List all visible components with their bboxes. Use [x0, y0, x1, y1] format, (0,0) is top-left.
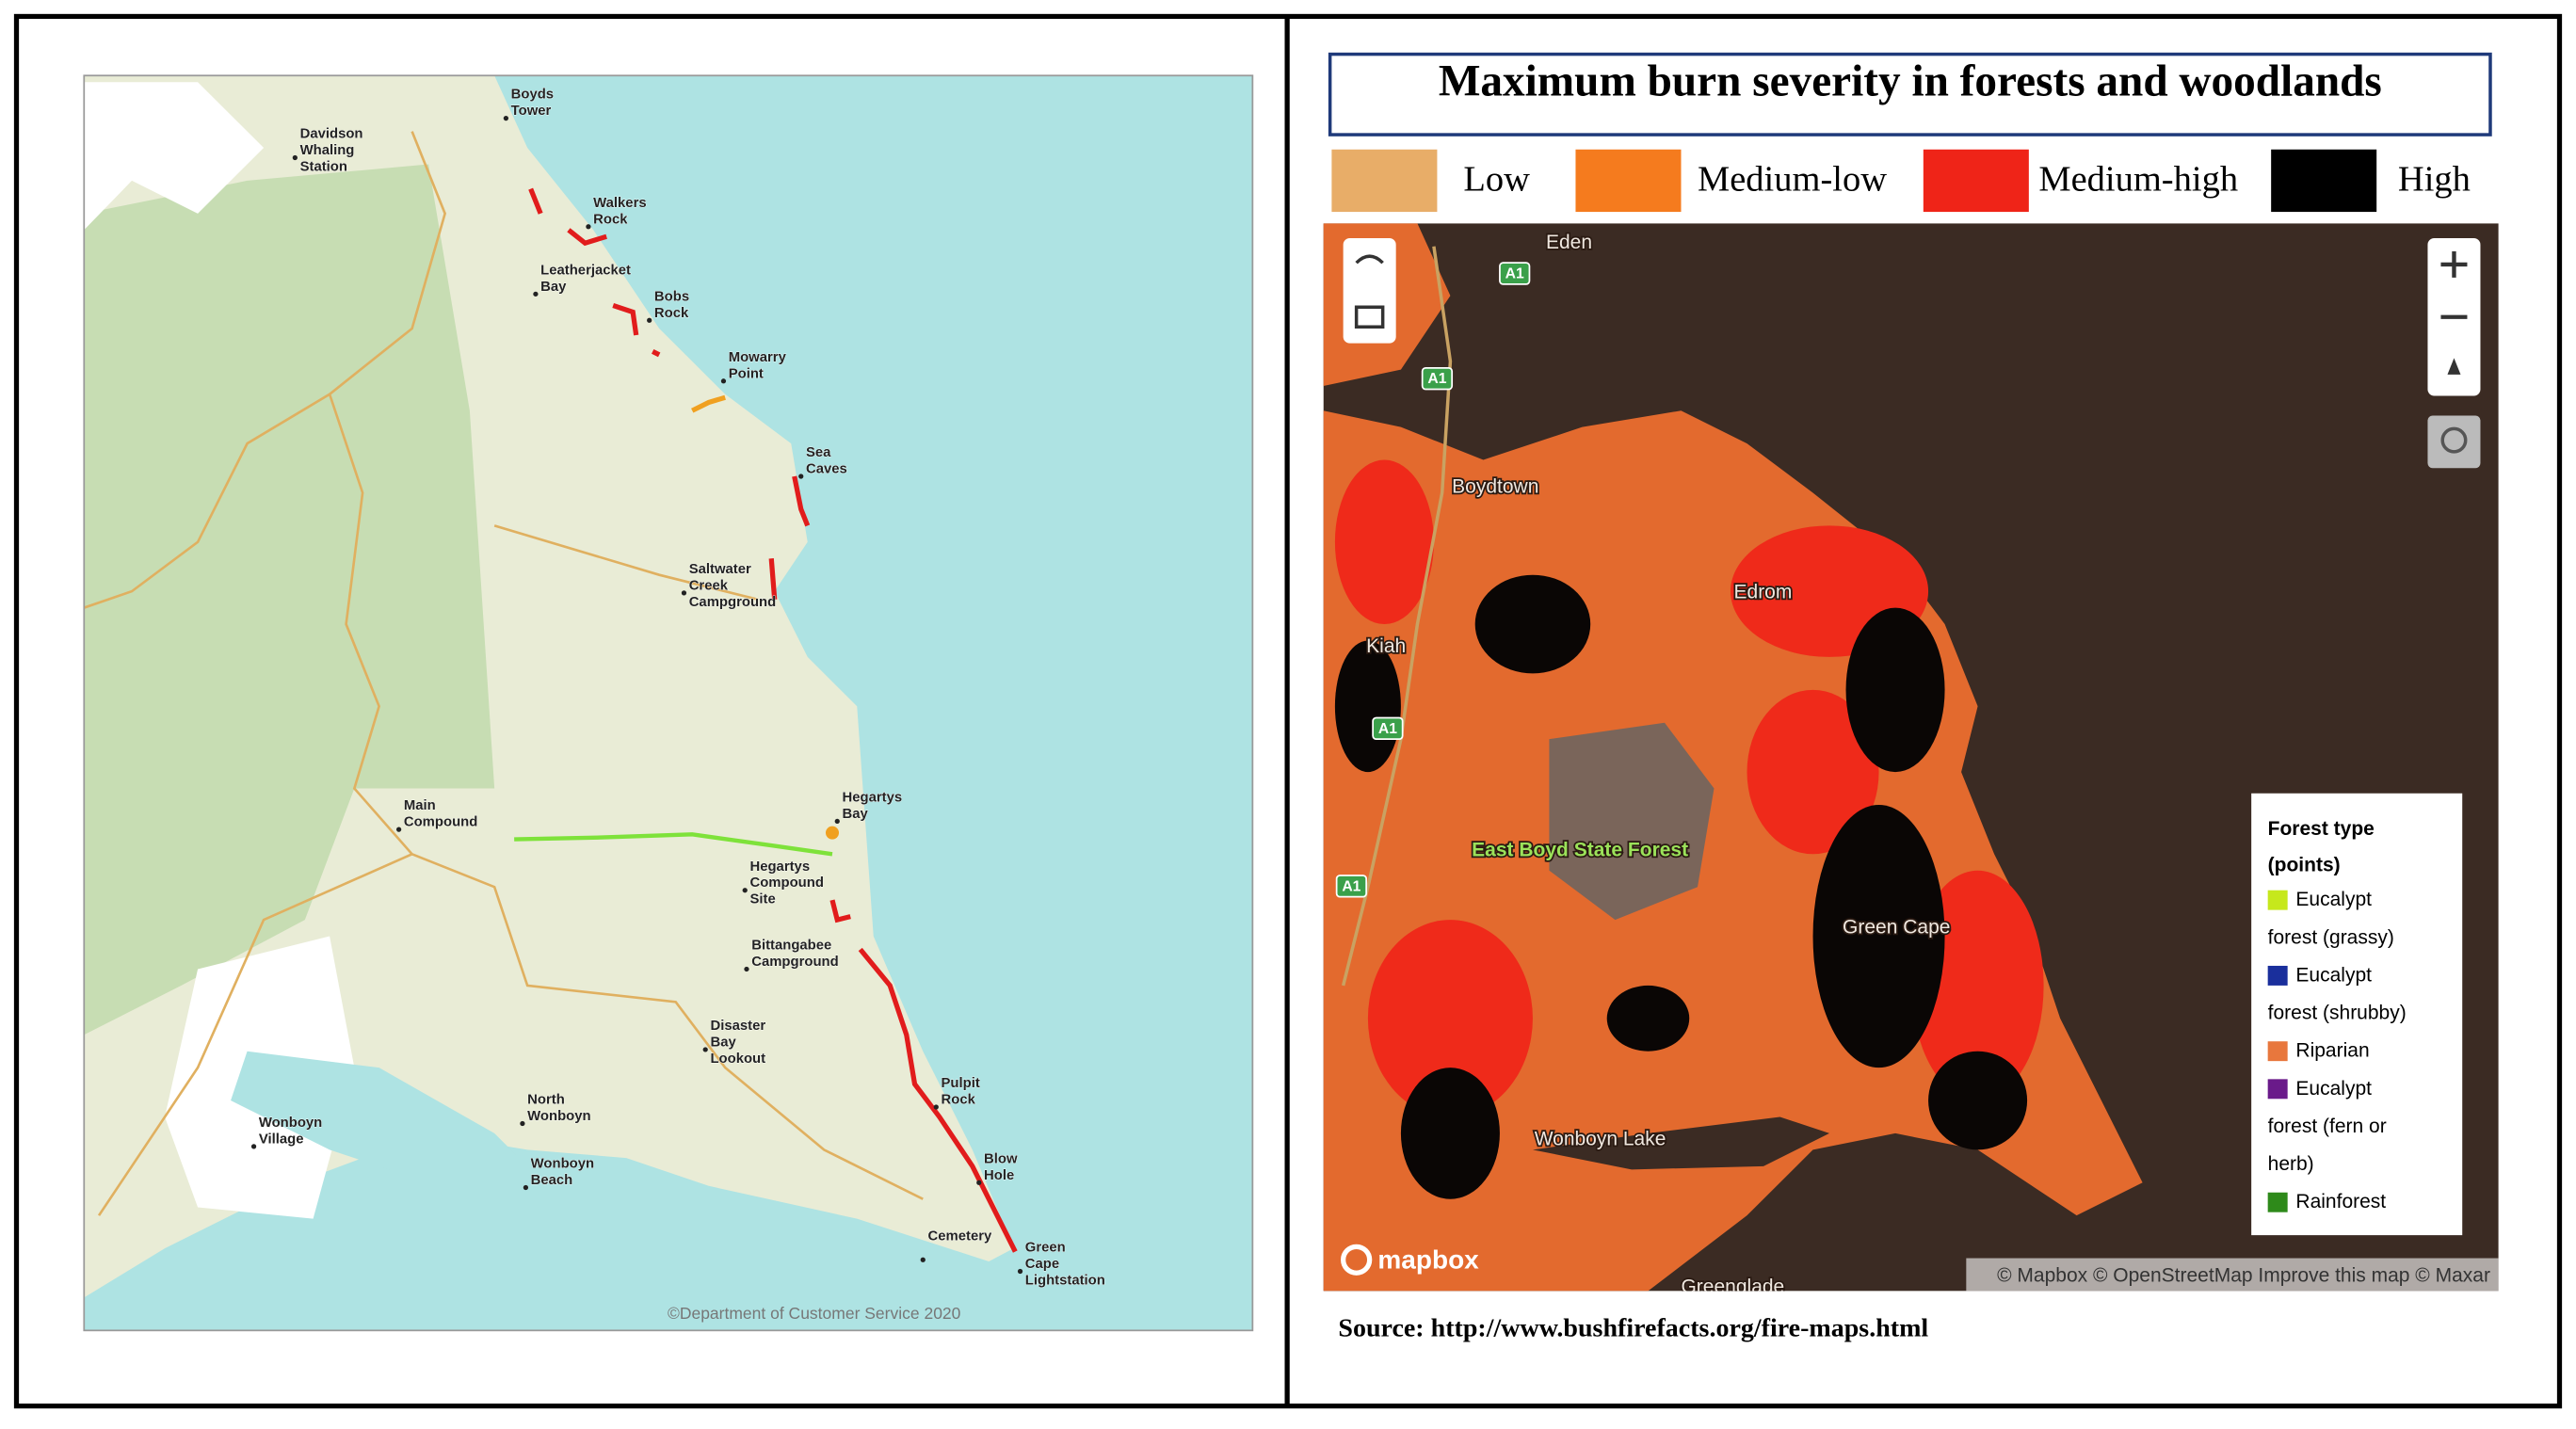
place-label: Mowarry Point	[729, 350, 790, 381]
road-shield	[1499, 262, 1531, 285]
forest-swatch	[2267, 890, 2288, 910]
forest-swatch	[2267, 1079, 2288, 1100]
place-label: Saltwater Creek Campground	[689, 562, 777, 610]
road-shield-label: A1	[1427, 371, 1446, 387]
forest-swatch	[2267, 965, 2288, 986]
map-label: Green Cape	[1843, 916, 1950, 938]
left-map	[84, 75, 1253, 1331]
legend-label: Medium-low	[1698, 160, 1887, 200]
road-shield	[1335, 875, 1368, 898]
attribution-bg	[1966, 1258, 2499, 1292]
legend-label: Low	[1463, 160, 1530, 200]
place-dot	[681, 590, 687, 596]
place-label: Hegartys Compound Site	[749, 859, 828, 907]
place-dot	[933, 1104, 939, 1110]
place-label: Green Cape Lightstation	[1025, 1241, 1105, 1289]
source: Source: http://www.bushfirefacts.org/fir…	[1338, 1314, 1928, 1343]
place-dot	[395, 827, 402, 832]
road-shield-label: A1	[1378, 721, 1397, 737]
place-label: Hegartys Bay	[842, 790, 906, 821]
title: Maximum burn severity in forests and woo…	[1439, 57, 2382, 106]
map-label: Boydtown	[1452, 476, 1538, 498]
map-label: Edrom	[1734, 581, 1793, 602]
logo: mapbox	[1377, 1244, 1479, 1274]
legend-swatch	[2271, 149, 2377, 213]
legend-label: Medium-high	[2038, 160, 2238, 200]
road-shield	[1372, 716, 1404, 741]
legend-label: High	[2398, 160, 2471, 200]
place-dot	[744, 966, 749, 972]
logo-icon	[1341, 1244, 1373, 1276]
place-dot	[798, 474, 804, 479]
title-box	[1328, 52, 2492, 136]
place-dot	[702, 1047, 708, 1052]
place-label: Davidson Whaling Station	[300, 127, 367, 175]
place-label: Blow Hole	[984, 1151, 1022, 1182]
map-label: Eden	[1546, 232, 1592, 253]
map-label: Wonboyn Lake	[1535, 1128, 1666, 1149]
place-dot	[976, 1180, 982, 1185]
place-dot	[533, 291, 539, 297]
place-dot	[742, 888, 748, 893]
place-dot	[586, 224, 591, 230]
forest-swatch	[2267, 1192, 2288, 1212]
place-label: Wonboyn Beach	[531, 1157, 599, 1188]
place-label: Pulpit Rock	[942, 1076, 984, 1107]
place-label: Cemetery	[928, 1228, 993, 1244]
legend-swatch	[1575, 149, 1682, 213]
place-dot	[503, 116, 509, 121]
place-label: Boyds Tower	[511, 88, 558, 119]
legend-swatch	[1923, 149, 2029, 213]
forest-label: Eucalypt forest (grassy)	[2268, 889, 2394, 948]
forest-label: Eucalypt forest (shrubby)	[2268, 964, 2407, 1023]
place-dot	[720, 378, 727, 384]
road-shield	[1421, 366, 1454, 391]
forest-label: Riparian	[2295, 1039, 2369, 1061]
attribution: © Mapbox © OpenStreetMap Improve this ma…	[1997, 1264, 2490, 1286]
forest-label: Rainforest	[2295, 1191, 2386, 1212]
right-map: Eden Boydtown Edrom Kiah East Boyd State For…	[1323, 223, 2499, 1298]
legend-swatch	[1331, 149, 1438, 213]
place-dot	[520, 1120, 525, 1127]
place-label: Sea Caves	[806, 445, 847, 476]
road-shield-label: A1	[1505, 266, 1524, 282]
place-dot	[647, 317, 652, 323]
road-shield-label: A1	[1342, 878, 1360, 894]
place-dot	[292, 154, 298, 161]
place-dot	[1017, 1268, 1023, 1275]
forest-swatch	[2267, 1041, 2288, 1062]
place-dot	[250, 1144, 257, 1149]
map-label: East Boyd State Forest	[1472, 839, 1688, 860]
place-label: Wonboyn Village	[259, 1116, 327, 1147]
forest-label: Eucalypt forest (fern or herb)	[2268, 1077, 2392, 1174]
place-label: Bittangabee Campground	[751, 939, 839, 970]
place-dot	[523, 1184, 529, 1191]
forest-legend-title: Forest type (points)	[2268, 818, 2380, 875]
copyright: ©Department of Customer Service 2020	[668, 1304, 961, 1323]
place-label: Bobs Rock	[654, 289, 693, 320]
place-label: Main Compound	[404, 798, 477, 829]
place-label: Walkers Rock	[593, 196, 651, 227]
map-label: Kiah	[1366, 635, 1406, 657]
place-label: Disaster Bay Lookout	[710, 1019, 769, 1067]
place-dot	[920, 1257, 926, 1262]
place-label: North Wonboyn	[527, 1093, 590, 1124]
place-label: Leatherjacket Bay	[540, 263, 635, 294]
map-label: Greenglade	[1681, 1276, 1784, 1298]
place-dot	[834, 818, 840, 825]
left-map-border	[83, 74, 1254, 1332]
